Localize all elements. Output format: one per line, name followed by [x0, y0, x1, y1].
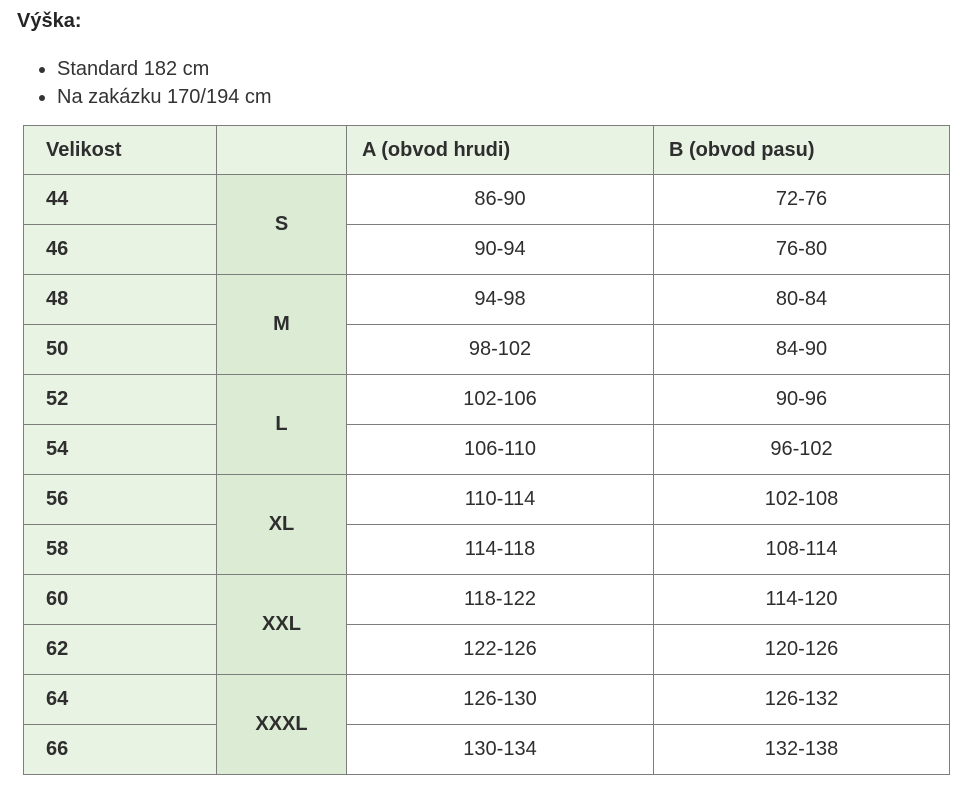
size-cell: 56 [23, 474, 217, 525]
table-row: 52 L 102-106 90-96 [23, 374, 950, 475]
waist-cell: 96-102 [653, 424, 950, 475]
table-row: 54 106-110 96-102 [23, 424, 950, 475]
size-cell: 66 [23, 724, 217, 775]
letter-cell: L [216, 374, 347, 475]
table-row: 44 S 86-90 72-76 [23, 174, 950, 275]
size-cell: 50 [23, 324, 217, 375]
chest-cell: 94-98 [346, 274, 654, 325]
chest-cell: 102-106 [346, 374, 654, 425]
waist-cell: 84-90 [653, 324, 950, 375]
chest-cell: 86-90 [346, 174, 654, 225]
size-cell: 60 [23, 574, 217, 625]
waist-cell: 114-120 [653, 574, 950, 625]
size-chart-section: Výška: Standard 182 cm Na zakázku 170/19… [0, 0, 977, 775]
waist-cell: 72-76 [653, 174, 950, 225]
table-header-row: Velikost A (obvod hrudi) B (obvod pasu) [23, 125, 950, 175]
size-cell: 52 [23, 374, 217, 425]
chest-cell: 126-130 [346, 674, 654, 725]
size-cell: 54 [23, 424, 217, 475]
chest-cell: 98-102 [346, 324, 654, 375]
table-row: 60 XXL 118-122 114-120 [23, 574, 950, 675]
table-row: 64 XXXL 126-130 126-132 [23, 674, 950, 775]
chest-cell: 110-114 [346, 474, 654, 525]
chest-cell: 118-122 [346, 574, 654, 625]
height-option-custom: Na zakázku 170/194 cm [57, 83, 977, 111]
letter-cell: S [216, 174, 347, 275]
waist-cell: 102-108 [653, 474, 950, 525]
col-header-velikost: Velikost [23, 125, 217, 175]
size-cell: 58 [23, 524, 217, 575]
waist-cell: 76-80 [653, 224, 950, 275]
table-row: 56 XL 110-114 102-108 [23, 474, 950, 575]
chest-cell: 114-118 [346, 524, 654, 575]
waist-cell: 120-126 [653, 624, 950, 675]
chest-cell: 90-94 [346, 224, 654, 275]
chest-cell: 122-126 [346, 624, 654, 675]
chest-cell: 106-110 [346, 424, 654, 475]
table-row: 46 90-94 76-80 [23, 224, 950, 275]
letter-cell: XL [216, 474, 347, 575]
letter-cell: M [216, 274, 347, 375]
height-options-list: Standard 182 cm Na zakázku 170/194 cm [17, 55, 977, 111]
size-table: Velikost A (obvod hrudi) B (obvod pasu) … [23, 125, 950, 775]
waist-cell: 80-84 [653, 274, 950, 325]
waist-cell: 126-132 [653, 674, 950, 725]
size-cell: 44 [23, 174, 217, 225]
col-header-waist: B (obvod pasu) [653, 125, 950, 175]
table-row: 50 98-102 84-90 [23, 324, 950, 375]
section-heading: Výška: [17, 10, 82, 32]
size-cell: 48 [23, 274, 217, 325]
table-row: 62 122-126 120-126 [23, 624, 950, 675]
waist-cell: 132-138 [653, 724, 950, 775]
letter-cell: XXL [216, 574, 347, 675]
size-cell: 62 [23, 624, 217, 675]
waist-cell: 108-114 [653, 524, 950, 575]
size-cell: 64 [23, 674, 217, 725]
col-header-letter-empty [216, 125, 347, 175]
table-row: 48 M 94-98 80-84 [23, 274, 950, 375]
chest-cell: 130-134 [346, 724, 654, 775]
table-row: 58 114-118 108-114 [23, 524, 950, 575]
col-header-chest: A (obvod hrudi) [346, 125, 654, 175]
table-row: 66 130-134 132-138 [23, 724, 950, 775]
height-option-standard: Standard 182 cm [57, 55, 977, 83]
letter-cell: XXXL [216, 674, 347, 775]
size-cell: 46 [23, 224, 217, 275]
waist-cell: 90-96 [653, 374, 950, 425]
